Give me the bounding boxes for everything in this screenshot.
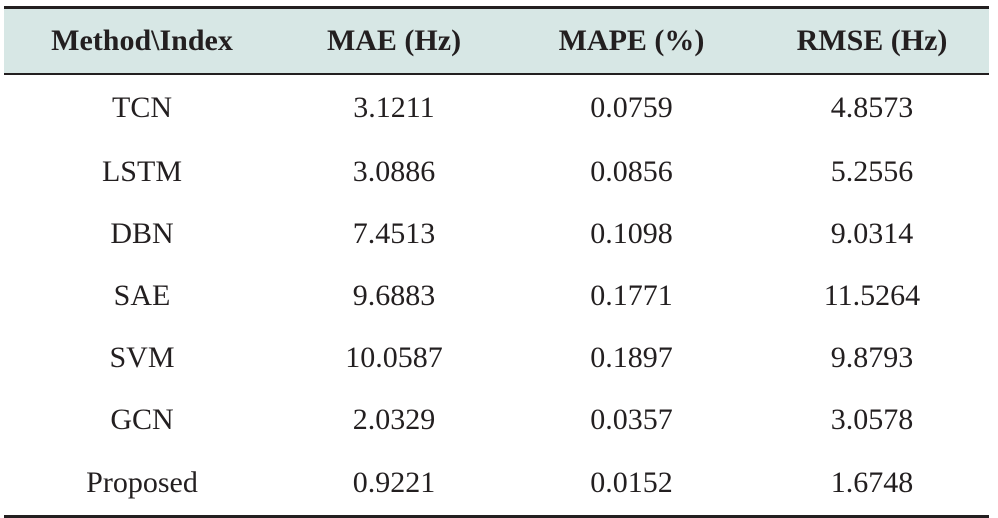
table-row: TCN 3.1211 0.0759 4.8573 <box>4 74 989 141</box>
table-row: LSTM 3.0886 0.0856 5.2556 <box>4 141 989 203</box>
cell-mape: 0.1771 <box>590 279 673 312</box>
table-row: DBN 7.4513 0.1098 9.0314 <box>4 203 989 265</box>
header-rmse: RMSE (Hz) <box>755 6 989 75</box>
cell-rmse: 1.6748 <box>755 451 989 518</box>
table-body: TCN 3.1211 0.0759 4.8573 LSTM 3.0886 0.0… <box>4 74 989 518</box>
cell-method: GCN <box>110 403 174 436</box>
cell-method: LSTM <box>101 155 182 188</box>
cell-mape: 0.0856 <box>590 155 673 188</box>
cell-mae: 10.0587 <box>345 341 443 374</box>
cell-mae: 9.6883 <box>352 279 436 312</box>
cell-rmse: 9.8793 <box>830 341 914 374</box>
cell-mape: 0.1897 <box>590 341 673 374</box>
cell-mae: 2.0329 <box>352 403 436 436</box>
table-row: Proposed 0.9221 0.0152 1.6748 <box>4 451 989 518</box>
cell-rmse: 4.8573 <box>830 91 914 124</box>
cell-method: SVM <box>109 341 175 374</box>
cell-mae: 3.0886 <box>352 155 436 188</box>
cell-mae: 3.1211 <box>353 91 435 124</box>
results-table: Method\Index MAE (Hz) MAPE (%) RMSE (Hz)… <box>4 6 989 518</box>
cell-mape: 0.0152 <box>508 451 755 518</box>
cell-method: Proposed <box>4 451 280 518</box>
cell-method: DBN <box>110 217 174 250</box>
cell-rmse: 5.2556 <box>830 155 914 188</box>
cell-mae: 0.9221 <box>280 451 508 518</box>
results-table-container: Method\Index MAE (Hz) MAPE (%) RMSE (Hz)… <box>4 6 989 518</box>
header-mae: MAE (Hz) <box>280 6 508 75</box>
table-row: GCN 2.0329 0.0357 3.0578 <box>4 389 989 451</box>
table-header: Method\Index MAE (Hz) MAPE (%) RMSE (Hz) <box>4 6 989 75</box>
table-row: SAE 9.6883 0.1771 11.5264 <box>4 265 989 327</box>
cell-rmse: 11.5264 <box>823 279 921 312</box>
header-method-index: Method\Index <box>4 6 280 75</box>
cell-method: SAE <box>113 279 171 312</box>
cell-method: TCN <box>112 91 172 124</box>
cell-mape: 0.0357 <box>590 403 673 436</box>
cell-rmse: 9.0314 <box>830 217 914 250</box>
header-row: Method\Index MAE (Hz) MAPE (%) RMSE (Hz) <box>4 6 989 75</box>
table-row: SVM 10.0587 0.1897 9.8793 <box>4 327 989 389</box>
cell-mape: 0.0759 <box>590 91 673 124</box>
cell-mae: 7.4513 <box>352 217 436 250</box>
header-mape: MAPE (%) <box>508 6 755 75</box>
cell-mape: 0.1098 <box>590 217 673 250</box>
cell-rmse: 3.0578 <box>830 403 914 436</box>
